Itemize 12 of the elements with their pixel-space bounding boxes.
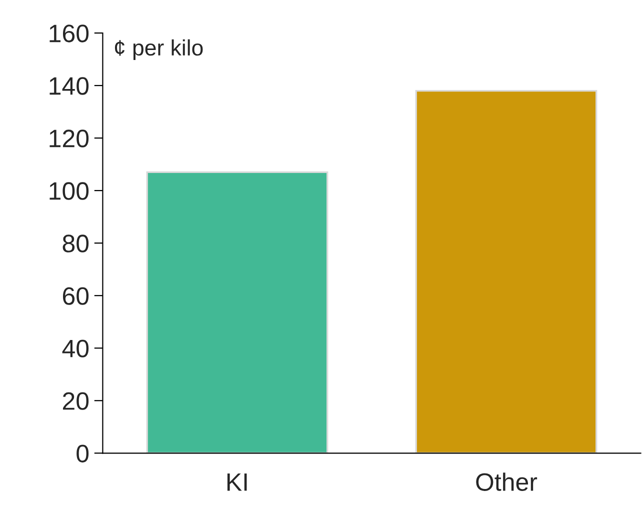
- y-axis-title: ¢ per kilo: [114, 39, 203, 60]
- x-tick-label: Other: [476, 472, 538, 491]
- y-tick-label: 40: [62, 340, 89, 358]
- y-tick-label: 140: [50, 77, 89, 95]
- y-tick-label: 20: [62, 392, 89, 410]
- y-tick-label: 80: [62, 234, 89, 252]
- x-tick-label: KI: [227, 474, 247, 491]
- y-tick-label: 160: [50, 24, 89, 42]
- y-tick-label: 60: [62, 287, 89, 305]
- y-tick-label: 120: [50, 130, 89, 148]
- y-tick-label: 100: [50, 182, 89, 200]
- y-tick-label: 0: [76, 444, 89, 462]
